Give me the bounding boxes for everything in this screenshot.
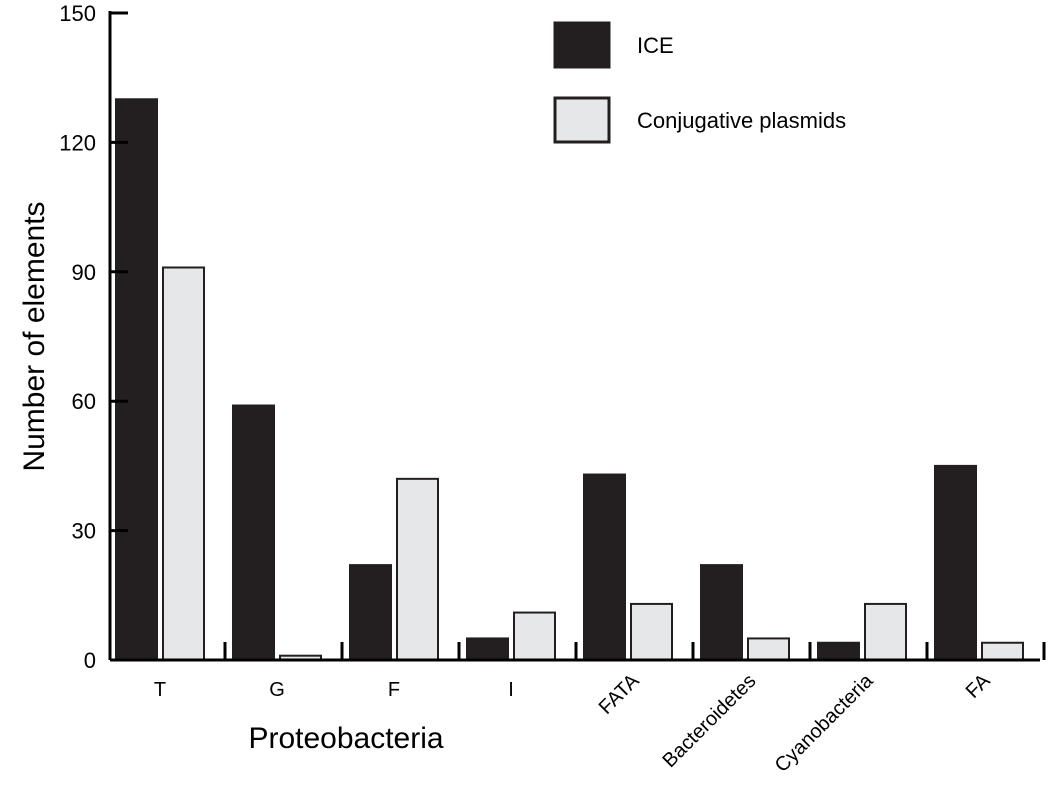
x-tick-label: I bbox=[508, 679, 514, 701]
y-axis-label: Number of elements bbox=[18, 201, 51, 471]
y-tick-label: 30 bbox=[72, 519, 96, 544]
ice-bar-fa bbox=[934, 464, 977, 661]
bars-layer bbox=[115, 98, 1024, 662]
y-tick-label: 0 bbox=[84, 648, 96, 673]
x-tick-label: FA bbox=[962, 670, 995, 703]
x-tick-label: Cyanobacteria bbox=[771, 669, 878, 776]
y-tick-label: 90 bbox=[72, 260, 96, 285]
plasmid-bar-t bbox=[162, 266, 205, 661]
ice-bar-cyanobacteria bbox=[817, 641, 860, 661]
group-label-proteobacteria: Proteobacteria bbox=[248, 722, 443, 755]
legend-swatch-ice bbox=[553, 21, 611, 69]
y-tick-label: 60 bbox=[72, 389, 96, 414]
plasmid-bar-fata bbox=[630, 602, 673, 662]
ice-bar-bacteroidetes bbox=[700, 564, 743, 662]
x-ticks bbox=[223, 642, 1046, 660]
legend-label-ice: ICE bbox=[637, 33, 674, 58]
ice-bar-fata bbox=[583, 473, 626, 661]
x-tick-label: FATA bbox=[595, 670, 644, 719]
ice-bar-i bbox=[466, 637, 509, 662]
ice-bar-f bbox=[349, 564, 392, 662]
ice-bar-g bbox=[232, 404, 275, 661]
x-tick-label: Bacteroidetes bbox=[659, 670, 761, 772]
y-ticks: 0 30 60 90 120 150 bbox=[59, 1, 128, 673]
plasmid-bar-cyanobacteria bbox=[864, 602, 907, 662]
y-tick-label: 120 bbox=[59, 130, 96, 155]
y-tick-label: 150 bbox=[59, 1, 96, 26]
legend: ICE Conjugative plasmids bbox=[553, 21, 846, 144]
legend-swatch-plasmids bbox=[553, 96, 611, 144]
plasmid-bar-i bbox=[513, 611, 556, 662]
ice-bar-t bbox=[115, 98, 158, 662]
x-tick-label: T bbox=[154, 679, 166, 701]
x-tick-label: G bbox=[269, 679, 285, 701]
legend-label-plasmids: Conjugative plasmids bbox=[637, 108, 846, 133]
plasmid-bar-fa bbox=[981, 641, 1024, 661]
plasmid-bar-bacteroidetes bbox=[747, 637, 790, 662]
x-tick-label: F bbox=[388, 679, 400, 701]
plasmid-bar-f bbox=[396, 477, 439, 661]
